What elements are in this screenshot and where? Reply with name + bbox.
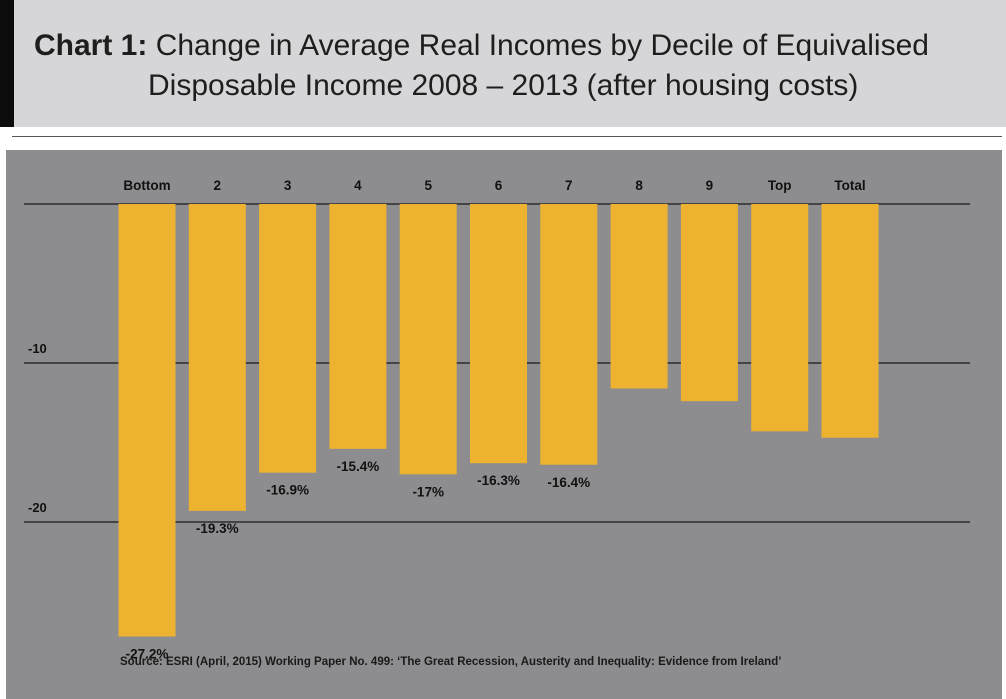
chart-title-text: Change in Average Real Incomes by Decile…	[155, 29, 929, 62]
bar	[329, 204, 387, 449]
category-label: 7	[565, 178, 573, 193]
bar	[118, 204, 176, 637]
data-label: -17%	[412, 484, 444, 499]
source-note: Source: ESRI (April, 2015) Working Paper…	[120, 656, 782, 668]
category-label: 2	[214, 178, 222, 193]
data-labels: -27.2% -19.3% -16.9% -15.4% -17% -16.3% -16.4%	[126, 459, 591, 662]
data-label: -16.4%	[547, 475, 590, 490]
chart-header: Chart 1: Change in Average Real Incomes …	[0, 0, 1006, 127]
category-label: 6	[495, 178, 503, 193]
y-tick-label: -20	[28, 500, 47, 515]
chart-subtitle: Disposable Income 2008 – 2013 (after hou…	[148, 69, 859, 102]
category-label: Bottom	[123, 178, 170, 193]
data-label: -16.9%	[266, 483, 309, 498]
bar	[470, 204, 527, 464]
category-label: 3	[284, 178, 292, 193]
category-label: 8	[635, 178, 643, 193]
bar	[751, 204, 809, 432]
bar	[259, 204, 317, 473]
bar	[821, 204, 879, 438]
category-label: Top	[768, 178, 792, 193]
header-divider	[12, 136, 1002, 137]
bar	[610, 204, 668, 389]
category-label: 9	[706, 178, 714, 193]
bar-chart: Bottom 2 3 4 5 6 7 8 9 Top Total -27.2% -19.3% -16.9…	[6, 150, 1002, 699]
chart-title-label: Chart 1:	[34, 29, 148, 62]
data-label: -16.3%	[477, 473, 520, 488]
category-label: Total	[834, 178, 865, 193]
bar	[540, 204, 598, 465]
header-accent-bar	[0, 0, 14, 127]
data-label: -19.3%	[196, 521, 239, 536]
category-label: 4	[354, 178, 362, 193]
bar	[188, 204, 246, 511]
category-label: 5	[424, 178, 432, 193]
bar	[399, 204, 457, 475]
bar	[680, 204, 738, 402]
data-label: -27.2%	[126, 646, 169, 661]
y-tick-label: -10	[28, 341, 47, 356]
category-labels: Bottom 2 3 4 5 6 7 8 9 Top Total	[123, 178, 865, 193]
chart-title: Chart 1: Change in Average Real Incomes …	[34, 26, 929, 66]
bars	[118, 204, 879, 637]
data-label: -15.4%	[337, 459, 380, 474]
y-tick-labels: -10 -20	[28, 341, 47, 515]
